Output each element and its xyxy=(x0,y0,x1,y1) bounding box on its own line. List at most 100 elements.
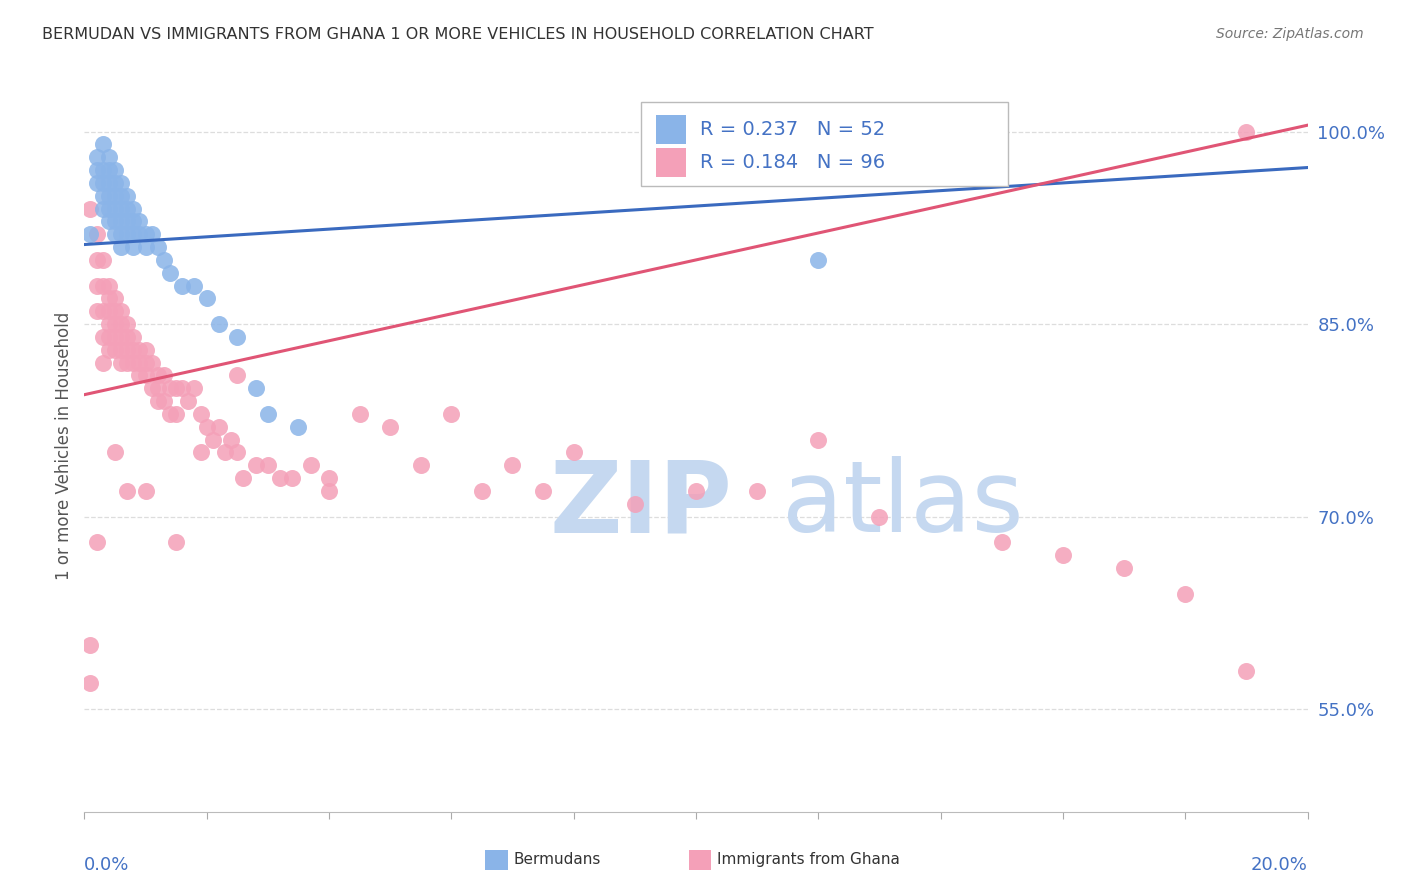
Point xyxy=(531,483,554,498)
Point xyxy=(86,278,108,293)
Point xyxy=(177,394,200,409)
Point xyxy=(1052,548,1074,562)
Point xyxy=(172,278,194,293)
Point xyxy=(91,176,114,190)
Point xyxy=(257,458,280,473)
Point xyxy=(471,483,494,498)
Point xyxy=(135,483,157,498)
Point xyxy=(91,202,114,216)
Point xyxy=(159,407,181,421)
Point xyxy=(153,368,176,383)
Text: atlas: atlas xyxy=(782,456,1024,553)
Bar xyxy=(485,850,508,870)
Point xyxy=(380,419,402,434)
Point xyxy=(201,433,224,447)
Point xyxy=(122,355,145,369)
Point xyxy=(135,343,157,357)
Point xyxy=(110,343,132,357)
Point xyxy=(97,188,120,202)
Point xyxy=(440,407,463,421)
Point xyxy=(79,202,101,216)
Point xyxy=(79,638,101,652)
Point xyxy=(226,330,249,344)
Point xyxy=(1174,586,1197,600)
Point xyxy=(97,278,120,293)
Text: Bermudans: Bermudans xyxy=(513,853,600,867)
Point xyxy=(122,202,145,216)
Bar xyxy=(689,850,711,870)
Text: Source: ZipAtlas.com: Source: ZipAtlas.com xyxy=(1216,27,1364,41)
Point xyxy=(122,214,145,228)
Bar xyxy=(655,114,686,144)
Point xyxy=(183,381,205,395)
Point xyxy=(122,330,145,344)
Point xyxy=(110,214,132,228)
Point xyxy=(97,202,120,216)
Point xyxy=(685,483,707,498)
Point xyxy=(226,368,249,383)
Point xyxy=(208,419,231,434)
Point xyxy=(349,407,371,421)
Point xyxy=(122,240,145,254)
Point xyxy=(104,227,127,242)
Point xyxy=(195,292,218,306)
Point xyxy=(110,304,132,318)
Point xyxy=(91,330,114,344)
Point xyxy=(110,188,132,202)
Point xyxy=(110,330,132,344)
Point xyxy=(104,343,127,357)
Point xyxy=(91,304,114,318)
Point xyxy=(91,188,114,202)
Point xyxy=(135,355,157,369)
Point xyxy=(172,381,194,395)
Point xyxy=(146,381,169,395)
Point xyxy=(869,509,891,524)
Point xyxy=(104,292,127,306)
Point xyxy=(159,266,181,280)
Point xyxy=(807,433,830,447)
Point xyxy=(110,202,132,216)
Y-axis label: 1 or more Vehicles in Household: 1 or more Vehicles in Household xyxy=(55,312,73,580)
Point xyxy=(1114,561,1136,575)
Point xyxy=(1236,664,1258,678)
Point xyxy=(624,497,647,511)
Point xyxy=(79,676,101,690)
Point xyxy=(110,355,132,369)
Point xyxy=(269,471,291,485)
Point xyxy=(104,214,127,228)
Point xyxy=(104,202,127,216)
FancyBboxPatch shape xyxy=(641,103,1008,186)
Text: R = 0.184   N = 96: R = 0.184 N = 96 xyxy=(700,153,884,172)
Point xyxy=(115,188,138,202)
Text: Immigrants from Ghana: Immigrants from Ghana xyxy=(717,853,900,867)
Point xyxy=(97,304,120,318)
Point xyxy=(122,343,145,357)
Point xyxy=(245,458,267,473)
Point xyxy=(115,330,138,344)
Point xyxy=(318,471,340,485)
Point xyxy=(190,407,212,421)
Point xyxy=(104,176,127,190)
Point xyxy=(104,188,127,202)
Point xyxy=(232,471,254,485)
Point xyxy=(281,471,304,485)
Point xyxy=(195,419,218,434)
Point xyxy=(104,445,127,459)
Point xyxy=(208,317,231,331)
Point xyxy=(747,483,769,498)
Point xyxy=(91,252,114,267)
Bar xyxy=(655,148,686,178)
Point xyxy=(128,368,150,383)
Point xyxy=(245,381,267,395)
Point xyxy=(135,240,157,254)
Point xyxy=(97,214,120,228)
Point xyxy=(141,355,163,369)
Point xyxy=(110,317,132,331)
Point xyxy=(991,535,1014,549)
Point xyxy=(91,355,114,369)
Point xyxy=(104,163,127,178)
Point xyxy=(214,445,236,459)
Point xyxy=(146,394,169,409)
Point xyxy=(97,330,120,344)
Point xyxy=(153,394,176,409)
